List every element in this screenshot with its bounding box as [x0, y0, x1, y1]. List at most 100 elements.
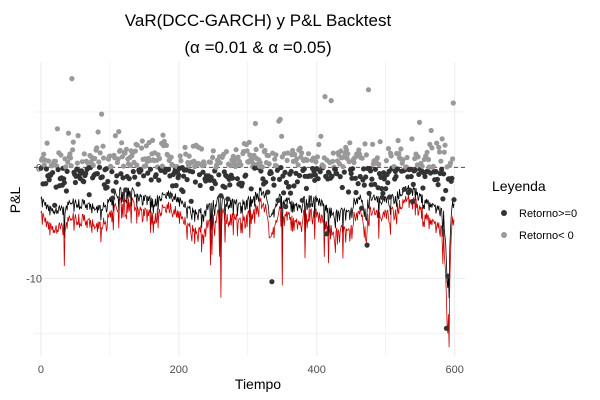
- point-retorno-neg: [412, 167, 418, 173]
- point-retorno-pos: [279, 133, 285, 139]
- point-retorno-neg: [303, 185, 309, 192]
- point-retorno-pos: [292, 151, 298, 158]
- point-retorno-pos: [351, 159, 357, 166]
- point-retorno-pos: [207, 159, 214, 165]
- point-retorno-pos: [346, 159, 352, 165]
- point-retorno-pos: [294, 156, 300, 162]
- point-retorno-pos: [377, 139, 383, 145]
- point-retorno-pos: [374, 155, 380, 161]
- point-retorno-pos: [41, 162, 47, 168]
- point-retorno-neg: [416, 171, 422, 177]
- point-retorno-neg: [190, 169, 196, 175]
- point-retorno-neg: [43, 181, 49, 187]
- point-retorno-neg: [110, 195, 116, 201]
- point-retorno-pos: [210, 154, 216, 160]
- point-retorno-pos: [246, 139, 252, 145]
- point-retorno-neg: [363, 174, 369, 180]
- point-retorno-pos: [177, 153, 183, 159]
- point-retorno-neg: [361, 182, 367, 188]
- point-retorno-neg: [420, 185, 426, 191]
- point-retorno-pos: [163, 142, 169, 148]
- point-retorno-pos: [119, 140, 125, 146]
- point-retorno-neg: [222, 184, 228, 190]
- point-retorno-neg: [265, 189, 271, 195]
- point-retorno-neg: [296, 173, 303, 179]
- point-retorno-neg: [410, 181, 416, 187]
- point-retorno-neg: [55, 167, 61, 173]
- point-retorno-neg: [167, 192, 174, 198]
- point-retorno-pos: [115, 156, 121, 162]
- point-retorno-pos: [127, 162, 134, 169]
- point-retorno-neg: [451, 197, 457, 203]
- point-retorno-pos: [365, 87, 372, 93]
- point-retorno-neg: [364, 242, 370, 248]
- legend-marker: [501, 210, 507, 216]
- point-retorno-neg: [258, 168, 264, 174]
- point-retorno-pos: [178, 158, 184, 164]
- point-retorno-pos: [376, 161, 382, 167]
- point-retorno-neg: [299, 197, 305, 203]
- point-retorno-neg: [230, 175, 236, 181]
- point-retorno-neg: [287, 190, 294, 196]
- point-retorno-neg: [312, 172, 318, 178]
- point-retorno-neg: [422, 173, 428, 180]
- point-retorno-neg: [306, 202, 312, 208]
- point-retorno-neg: [109, 169, 115, 175]
- point-retorno-pos: [244, 148, 250, 154]
- point-retorno-neg: [270, 176, 276, 182]
- var-line-01: [40, 194, 455, 348]
- point-retorno-neg: [445, 273, 451, 279]
- point-retorno-pos: [234, 162, 240, 168]
- point-retorno-pos: [362, 141, 368, 147]
- point-retorno-pos: [398, 146, 404, 152]
- point-retorno-pos: [68, 163, 74, 169]
- point-retorno-pos: [330, 150, 336, 156]
- point-retorno-neg: [141, 173, 147, 179]
- point-retorno-pos: [232, 157, 238, 163]
- var-line-05: [40, 185, 455, 299]
- point-retorno-pos: [429, 145, 435, 151]
- point-retorno-neg: [317, 169, 323, 175]
- point-retorno-pos: [314, 154, 320, 160]
- point-retorno-pos: [44, 140, 50, 146]
- point-retorno-pos: [150, 137, 156, 143]
- point-retorno-neg: [274, 167, 280, 173]
- point-retorno-pos: [409, 136, 415, 142]
- point-retorno-pos: [340, 163, 346, 170]
- point-retorno-pos: [359, 155, 365, 161]
- point-retorno-pos: [199, 146, 205, 152]
- point-retorno-neg: [286, 184, 292, 190]
- point-retorno-pos: [347, 140, 353, 146]
- point-retorno-pos: [430, 163, 436, 169]
- point-retorno-neg: [181, 173, 187, 179]
- point-retorno-neg: [393, 173, 399, 180]
- point-retorno-neg: [243, 172, 249, 178]
- point-retorno-neg: [227, 182, 233, 188]
- point-retorno-pos: [95, 129, 101, 135]
- point-retorno-neg: [323, 231, 329, 237]
- point-retorno-pos: [259, 143, 265, 149]
- point-retorno-neg: [83, 170, 89, 176]
- point-retorno-pos: [96, 159, 102, 165]
- point-retorno-pos: [436, 149, 443, 155]
- y-axis-title: P&L: [7, 187, 23, 214]
- point-retorno-neg: [138, 167, 144, 173]
- point-retorno-neg: [46, 177, 52, 183]
- point-retorno-neg: [433, 169, 439, 175]
- point-retorno-pos: [330, 158, 336, 164]
- point-retorno-neg: [269, 279, 275, 285]
- point-retorno-pos: [265, 153, 272, 159]
- point-retorno-neg: [148, 177, 154, 183]
- point-retorno-pos: [52, 158, 59, 164]
- point-retorno-neg: [401, 186, 407, 192]
- point-retorno-pos: [447, 160, 454, 166]
- point-retorno-neg: [301, 166, 307, 172]
- point-retorno-pos: [259, 164, 265, 170]
- point-retorno-pos: [318, 133, 324, 139]
- point-retorno-neg: [173, 182, 179, 189]
- point-retorno-neg: [385, 180, 391, 186]
- point-retorno-pos: [67, 155, 74, 161]
- point-retorno-neg: [248, 186, 254, 192]
- point-retorno-pos: [121, 163, 127, 169]
- point-retorno-pos: [274, 163, 280, 169]
